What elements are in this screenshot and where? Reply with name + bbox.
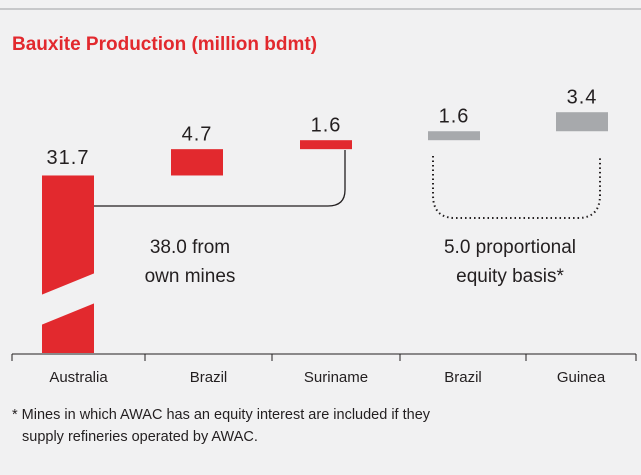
annotation: equity basis* — [456, 266, 564, 287]
value-label: 3.4 — [567, 86, 598, 108]
footnote: * Mines in which AWAC has an equity inte… — [12, 407, 431, 423]
bar — [171, 149, 223, 176]
annotation: 38.0 from — [150, 237, 230, 258]
value-label: 4.7 — [182, 123, 213, 145]
chart-title: Bauxite Production (million bdmt) — [12, 34, 317, 55]
x-tick-label: Brazil — [444, 369, 482, 386]
bar — [556, 112, 608, 132]
x-tick-label: Suriname — [304, 369, 368, 386]
bar — [428, 131, 480, 141]
footnote: supply refineries operated by AWAC. — [22, 429, 258, 445]
x-tick-label: Guinea — [557, 369, 606, 386]
bar — [42, 175, 94, 353]
annotation: own mines — [145, 266, 236, 287]
value-label: 1.6 — [439, 106, 470, 128]
value-label: 31.7 — [47, 147, 90, 169]
x-tick-label: Australia — [49, 369, 108, 386]
bar — [300, 140, 352, 150]
equity-bracket — [432, 156, 601, 219]
value-label: 1.6 — [311, 114, 342, 136]
x-tick-label: Brazil — [190, 369, 228, 386]
axis-break — [41, 273, 95, 325]
annotation: 5.0 proportional — [444, 237, 576, 258]
